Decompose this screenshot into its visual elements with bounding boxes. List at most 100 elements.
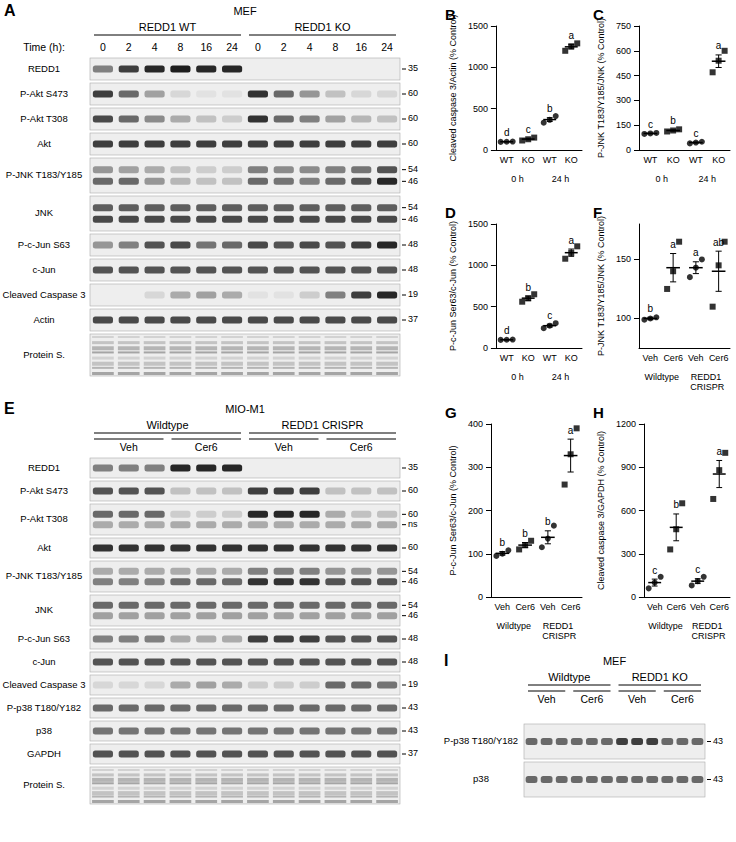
svg-text:0: 0 — [631, 592, 636, 602]
svg-text:c-Jun: c-Jun — [32, 656, 55, 667]
svg-text:16: 16 — [355, 41, 367, 53]
svg-text:c: c — [648, 119, 653, 130]
svg-text:REDD1 WT: REDD1 WT — [139, 21, 197, 33]
svg-text:300: 300 — [468, 462, 483, 472]
svg-text:4: 4 — [307, 41, 313, 53]
svg-text:a: a — [670, 239, 676, 250]
svg-text:60: 60 — [408, 509, 418, 519]
svg-text:300: 300 — [616, 95, 631, 105]
svg-text:a: a — [716, 446, 722, 457]
svg-text:Veh: Veh — [643, 353, 659, 363]
svg-text:ns: ns — [408, 519, 418, 529]
svg-text:b: b — [648, 303, 654, 314]
svg-text:WT: WT — [689, 155, 703, 165]
svg-text:19: 19 — [408, 679, 418, 689]
svg-text:60: 60 — [408, 88, 418, 98]
svg-text:REDD1: REDD1 — [28, 462, 60, 473]
svg-text:0: 0 — [483, 343, 488, 353]
svg-text:P-c-Jun Ser63/c-Jun (% Control: P-c-Jun Ser63/c-Jun (% Control) — [448, 445, 458, 575]
svg-text:MEF: MEF — [603, 655, 627, 667]
svg-text:Veh: Veh — [120, 441, 138, 453]
svg-text:43: 43 — [713, 736, 723, 746]
svg-text:48: 48 — [408, 633, 418, 643]
svg-text:MIO-M1: MIO-M1 — [225, 403, 265, 415]
svg-text:c: c — [695, 564, 700, 575]
svg-text:Cer6: Cer6 — [350, 441, 373, 453]
svg-text:Cer6: Cer6 — [671, 693, 694, 705]
svg-text:P-p38 T180/Y182: P-p38 T180/Y182 — [7, 702, 81, 713]
svg-text:a: a — [716, 40, 722, 51]
svg-text:CRISPR: CRISPR — [690, 382, 725, 392]
svg-text:b: b — [500, 537, 506, 548]
svg-text:Veh: Veh — [628, 693, 646, 705]
svg-text:Cer6: Cer6 — [709, 602, 729, 612]
svg-text:1500: 1500 — [468, 219, 488, 229]
svg-text:300: 300 — [621, 549, 636, 559]
svg-text:0 h: 0 h — [511, 372, 524, 382]
svg-text:Wildtype: Wildtype — [644, 372, 679, 382]
svg-text:500: 500 — [473, 104, 488, 114]
svg-text:8: 8 — [177, 41, 183, 53]
svg-text:100: 100 — [468, 549, 483, 559]
svg-text:24 h: 24 h — [552, 174, 570, 184]
svg-text:Veh: Veh — [275, 441, 293, 453]
svg-text:48: 48 — [408, 264, 418, 274]
svg-text:24: 24 — [381, 41, 393, 53]
svg-text:Wildtype: Wildtype — [146, 419, 188, 431]
svg-text:0: 0 — [100, 41, 106, 53]
svg-text:JNK: JNK — [35, 604, 54, 615]
svg-text:WT: WT — [500, 155, 514, 165]
svg-text:Veh: Veh — [690, 602, 706, 612]
svg-text:60: 60 — [408, 138, 418, 148]
svg-text:Cer6: Cer6 — [666, 602, 686, 612]
svg-text:KO: KO — [712, 155, 725, 165]
svg-text:WT: WT — [643, 155, 657, 165]
svg-text:0: 0 — [626, 145, 631, 155]
svg-text:d: d — [504, 325, 510, 336]
svg-text:19: 19 — [408, 289, 418, 299]
svg-text:KO: KO — [565, 155, 578, 165]
svg-text:Cer6: Cer6 — [663, 353, 683, 363]
svg-text:A: A — [4, 2, 16, 19]
svg-text:CRISPR: CRISPR — [542, 631, 577, 641]
svg-text:4: 4 — [152, 41, 158, 53]
svg-text:450: 450 — [616, 71, 631, 81]
svg-text:b: b — [673, 499, 679, 510]
svg-text:REDD1: REDD1 — [543, 621, 576, 631]
svg-text:REDD1 CRISPR: REDD1 CRISPR — [282, 419, 364, 431]
svg-text:24 h: 24 h — [698, 174, 716, 184]
svg-text:c: c — [652, 565, 657, 576]
svg-text:43: 43 — [713, 774, 723, 784]
svg-text:b: b — [670, 115, 676, 126]
svg-text:37: 37 — [408, 314, 418, 324]
svg-text:0 h: 0 h — [655, 174, 668, 184]
svg-text:Veh: Veh — [688, 353, 704, 363]
svg-text:c: c — [547, 310, 552, 321]
svg-text:2: 2 — [281, 41, 287, 53]
svg-text:200: 200 — [468, 506, 483, 516]
svg-text:60: 60 — [408, 542, 418, 552]
svg-text:WT: WT — [500, 353, 514, 363]
svg-text:P-c-Jun S63: P-c-Jun S63 — [18, 239, 70, 250]
svg-text:REDD1 KO: REDD1 KO — [632, 671, 689, 683]
svg-text:54: 54 — [408, 600, 418, 610]
svg-text:REDD1: REDD1 — [28, 63, 60, 74]
svg-text:500: 500 — [473, 302, 488, 312]
svg-text:G: G — [445, 404, 457, 421]
svg-text:1000: 1000 — [468, 260, 488, 270]
svg-text:Veh: Veh — [538, 693, 556, 705]
svg-text:35: 35 — [408, 462, 418, 472]
svg-text:GAPDH: GAPDH — [27, 748, 61, 759]
svg-text:c: c — [526, 124, 531, 135]
svg-text:Cer6: Cer6 — [515, 602, 535, 612]
svg-text:REDD1: REDD1 — [691, 372, 724, 382]
svg-text:JNK: JNK — [35, 207, 54, 218]
svg-text:D: D — [445, 204, 456, 221]
svg-text:KO: KO — [667, 155, 680, 165]
svg-text:600: 600 — [616, 46, 631, 56]
svg-text:Protein S.: Protein S. — [23, 779, 65, 790]
svg-text:46: 46 — [408, 176, 418, 186]
svg-text:150: 150 — [616, 254, 631, 264]
svg-text:1200: 1200 — [616, 419, 636, 429]
svg-text:Veh: Veh — [540, 602, 556, 612]
